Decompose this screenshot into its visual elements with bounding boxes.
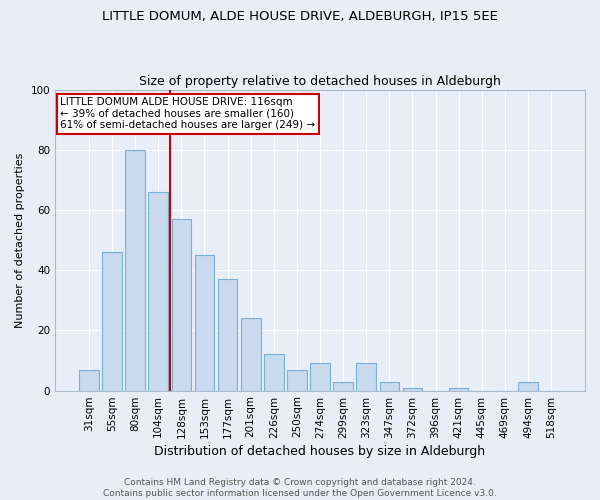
Bar [310, 364, 330, 390]
Text: LITTLE DOMUM ALDE HOUSE DRIVE: 116sqm
← 39% of detached houses are smaller (160): LITTLE DOMUM ALDE HOUSE DRIVE: 116sqm ← … [61, 97, 316, 130]
Bar [148, 192, 168, 390]
Title: Size of property relative to detached houses in Aldeburgh: Size of property relative to detached ho… [139, 76, 501, 88]
X-axis label: Distribution of detached houses by size in Aldeburgh: Distribution of detached houses by size … [154, 444, 485, 458]
Bar [380, 382, 399, 390]
Bar [356, 364, 376, 390]
Bar [334, 382, 353, 390]
Bar [172, 219, 191, 390]
Bar [403, 388, 422, 390]
Bar [79, 370, 99, 390]
Bar [194, 255, 214, 390]
Bar [102, 252, 122, 390]
Bar [218, 279, 238, 390]
Text: Contains HM Land Registry data © Crown copyright and database right 2024.
Contai: Contains HM Land Registry data © Crown c… [103, 478, 497, 498]
Bar [264, 354, 284, 390]
Bar [241, 318, 260, 390]
Text: LITTLE DOMUM, ALDE HOUSE DRIVE, ALDEBURGH, IP15 5EE: LITTLE DOMUM, ALDE HOUSE DRIVE, ALDEBURG… [102, 10, 498, 23]
Y-axis label: Number of detached properties: Number of detached properties [15, 152, 25, 328]
Bar [449, 388, 469, 390]
Bar [287, 370, 307, 390]
Bar [518, 382, 538, 390]
Bar [125, 150, 145, 390]
